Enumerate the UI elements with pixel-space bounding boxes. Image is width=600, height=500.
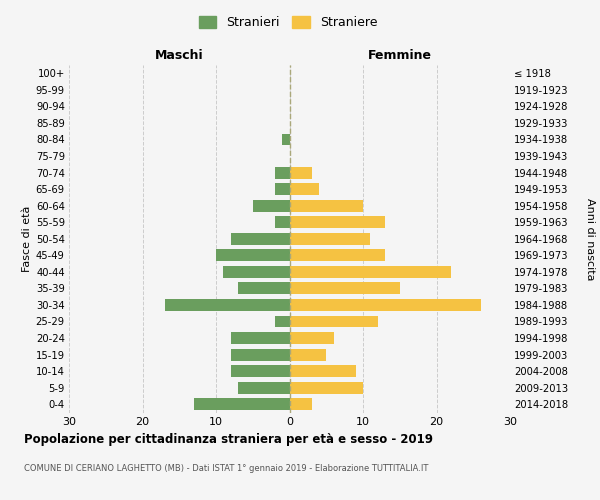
Bar bbox=[290, 250, 385, 262]
Bar bbox=[230, 348, 290, 360]
Bar bbox=[194, 398, 290, 410]
Bar bbox=[230, 233, 290, 244]
Bar bbox=[290, 183, 319, 195]
Y-axis label: Fasce di età: Fasce di età bbox=[22, 206, 32, 272]
Bar bbox=[164, 299, 290, 311]
Text: Popolazione per cittadinanza straniera per età e sesso - 2019: Popolazione per cittadinanza straniera p… bbox=[24, 432, 433, 446]
Bar bbox=[238, 282, 290, 294]
Bar bbox=[275, 183, 290, 195]
Y-axis label: Anni di nascita: Anni di nascita bbox=[586, 198, 595, 280]
Bar bbox=[275, 216, 290, 228]
Text: Femmine: Femmine bbox=[368, 48, 432, 62]
Bar bbox=[290, 233, 370, 244]
Bar bbox=[290, 332, 334, 344]
Bar bbox=[275, 166, 290, 178]
Bar bbox=[290, 398, 311, 410]
Legend: Stranieri, Straniere: Stranieri, Straniere bbox=[194, 11, 382, 34]
Text: Maschi: Maschi bbox=[155, 48, 203, 62]
Bar bbox=[290, 316, 378, 328]
Text: COMUNE DI CERIANO LAGHETTO (MB) - Dati ISTAT 1° gennaio 2019 - Elaborazione TUTT: COMUNE DI CERIANO LAGHETTO (MB) - Dati I… bbox=[24, 464, 428, 473]
Bar bbox=[216, 250, 290, 262]
Bar bbox=[238, 382, 290, 394]
Bar bbox=[290, 166, 311, 178]
Bar bbox=[275, 316, 290, 328]
Bar bbox=[223, 266, 290, 278]
Bar bbox=[290, 348, 326, 360]
Bar bbox=[290, 365, 356, 377]
Bar bbox=[290, 266, 451, 278]
Bar bbox=[290, 282, 400, 294]
Bar bbox=[290, 299, 481, 311]
Bar bbox=[230, 365, 290, 377]
Bar bbox=[282, 134, 290, 145]
Bar bbox=[290, 382, 363, 394]
Bar bbox=[230, 332, 290, 344]
Bar bbox=[253, 200, 290, 211]
Bar bbox=[290, 216, 385, 228]
Bar bbox=[290, 200, 363, 211]
